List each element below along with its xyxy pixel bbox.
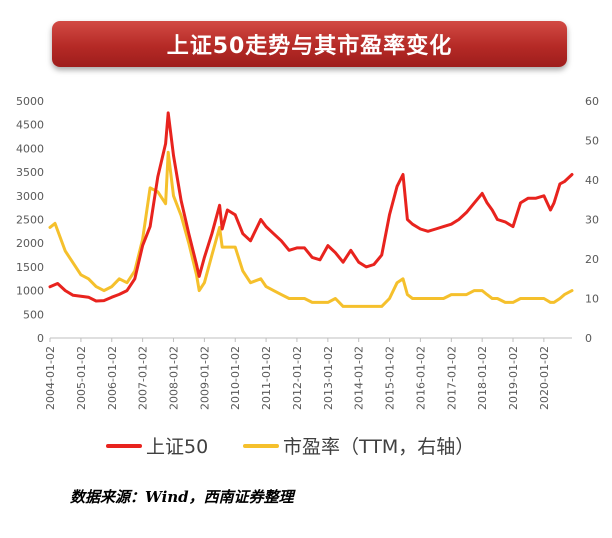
y-tick-label-right: 0	[585, 332, 592, 345]
y-tick-label-left: 4000	[16, 142, 44, 155]
x-tick-label: 2013-01-02	[322, 346, 335, 410]
y-tick-label-right: 20	[585, 253, 599, 266]
source-note: 数据来源：Wind，西南证券整理	[70, 488, 294, 506]
y-tick-label-left: 500	[23, 308, 44, 321]
x-tick-label: 2020-01-02	[538, 346, 551, 410]
legend-item-sz50-label: 上证50	[146, 436, 208, 458]
x-tick-label: 2008-01-02	[167, 346, 180, 410]
y-tick-label-right: 40	[585, 174, 599, 187]
x-tick-label: 2010-01-02	[229, 346, 242, 410]
y-tick-label-left: 2000	[16, 237, 44, 250]
x-tick-label: 2006-01-02	[106, 346, 119, 410]
y-tick-label-left: 1000	[16, 285, 44, 298]
y-tick-label-left: 5000	[16, 95, 44, 108]
x-tick-label: 2018-01-02	[476, 346, 489, 410]
x-tick-label: 2014-01-02	[353, 346, 366, 410]
y-tick-label-left: 1500	[16, 261, 44, 274]
x-tick-label: 2004-01-02	[44, 346, 57, 410]
chart-title-banner: 上证50走势与其市盈率变化	[52, 21, 567, 67]
y-tick-label-left: 0	[37, 332, 44, 345]
y-tick-label-left: 2500	[16, 214, 44, 227]
y-tick-label-left: 4500	[16, 119, 44, 132]
y-tick-label-right: 30	[585, 214, 599, 227]
x-tick-label: 2019-01-02	[507, 346, 520, 410]
x-tick-label: 2011-01-02	[260, 346, 273, 410]
x-tick-label: 2005-01-02	[75, 346, 88, 410]
y-tick-label-right: 10	[585, 293, 599, 306]
x-tick-label: 2012-01-02	[291, 346, 304, 410]
series-line-pe	[48, 150, 574, 308]
x-tick-label: 2015-01-02	[384, 346, 397, 410]
x-tick-label: 2007-01-02	[137, 346, 150, 410]
series-line-sz50	[48, 111, 574, 303]
y-tick-label-left: 3500	[16, 166, 44, 179]
x-tick-label: 2009-01-02	[198, 346, 211, 410]
x-tick-label: 2016-01-02	[414, 346, 427, 410]
y-tick-label-right: 50	[585, 135, 599, 148]
y-tick-label-left: 3000	[16, 190, 44, 203]
chart-title: 上证50走势与其市盈率变化	[166, 34, 453, 59]
y-tick-label-right: 60	[585, 95, 599, 108]
x-tick-label: 2017-01-02	[445, 346, 458, 410]
legend-item-pe-label: 市盈率（TTM，右轴）	[283, 436, 474, 458]
